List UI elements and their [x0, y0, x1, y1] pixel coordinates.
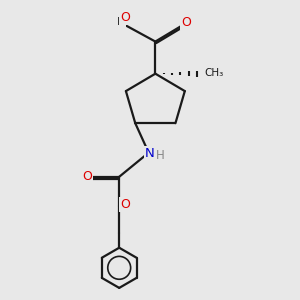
Text: CH₃: CH₃	[204, 68, 224, 78]
Text: O: O	[182, 16, 191, 29]
Text: H: H	[155, 149, 164, 162]
Text: N: N	[145, 147, 155, 160]
Text: H: H	[117, 17, 125, 27]
Text: O: O	[82, 170, 92, 183]
Text: O: O	[120, 198, 130, 212]
Text: O: O	[120, 11, 130, 24]
